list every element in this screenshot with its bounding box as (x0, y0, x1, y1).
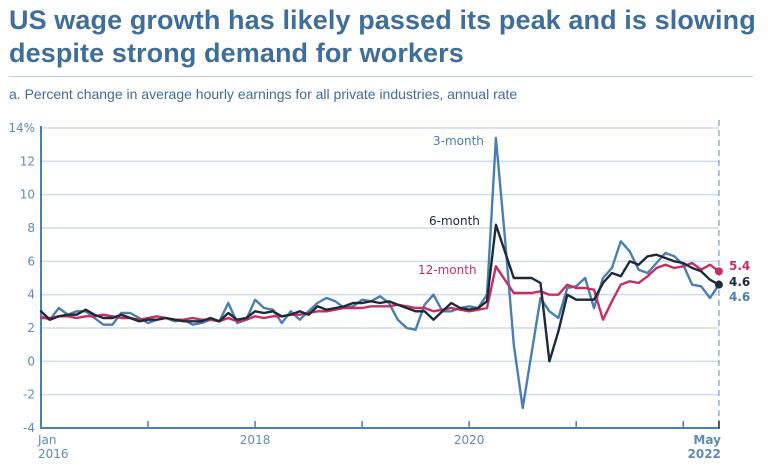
series-line-12-month (39, 261, 721, 323)
y-tick-label: 2 (27, 321, 35, 335)
end-marker-12-month (714, 267, 723, 276)
y-tick-label: 8 (27, 221, 35, 235)
end-value-labels: 5.4 4.6 4.6 (729, 259, 750, 304)
chart-title: US wage growth has likely passed its pea… (9, 5, 756, 68)
chart-subtitle: a. Percent change in average hourly earn… (9, 86, 518, 102)
series-label-3-month: 3-month (433, 134, 484, 148)
x-tick-label: Jan (37, 433, 57, 447)
x-tick-label: 2022 (688, 447, 721, 461)
series-label-6-month: 6-month (429, 214, 480, 228)
y-axis-ticks: 14% 12 10 8 6 4 2 0 -2 -4 (8, 121, 35, 435)
series-labels: 3-month 6-month 12-month (418, 134, 484, 277)
y-tick-label: 14% (8, 121, 35, 135)
end-label-3-month: 4.6 (729, 290, 750, 304)
end-label-6-month: 4.6 (729, 275, 750, 289)
y-tick-label: 0 (27, 354, 35, 368)
title-divider (9, 76, 753, 77)
series-label-12-month: 12-month (418, 263, 477, 277)
series-line-6-month (39, 223, 721, 363)
y-tick-label: -2 (23, 388, 35, 402)
x-tick-label: 2020 (454, 433, 485, 447)
series-lines (39, 136, 723, 410)
y-tick-label: 4 (27, 288, 35, 302)
x-tick-label: 2016 (38, 447, 69, 461)
end-marker-6-month (714, 280, 723, 289)
y-tick-label: 10 (20, 188, 35, 202)
y-tick-label: -4 (23, 421, 35, 435)
y-tick-label: 12 (20, 154, 35, 168)
x-tick-label: May (693, 433, 721, 447)
y-tick-label: 6 (27, 254, 35, 268)
x-tick-label: 2018 (240, 433, 271, 447)
series-line-3-month (39, 136, 721, 410)
end-label-12-month: 5.4 (729, 259, 750, 273)
